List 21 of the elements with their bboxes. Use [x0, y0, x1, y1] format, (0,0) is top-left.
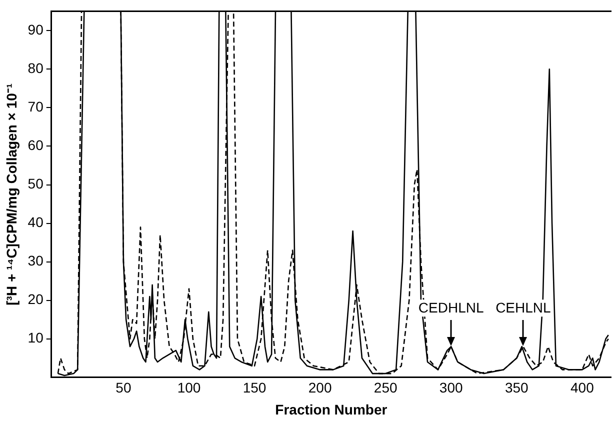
x-axis-title: Fraction Number	[275, 401, 388, 418]
y-tick-label: 90	[28, 22, 44, 38]
x-tick-label: 300	[439, 380, 463, 396]
x-tick-label: 200	[308, 380, 332, 396]
annotation: CEDHLNL	[418, 299, 484, 316]
y-tick-label: 70	[28, 98, 44, 115]
x-tick-label: 100	[177, 380, 201, 396]
x-tick-label: 50	[116, 380, 132, 396]
y-axis-title: [³H + ¹⁴C]CPM/mg Collagen × 10⁻¹	[3, 83, 20, 306]
x-tick-label: 250	[374, 380, 398, 396]
y-tick-label: 60	[28, 137, 44, 154]
y-tick-label: 80	[28, 60, 44, 76]
y-tick-label: 20	[28, 291, 44, 308]
annotation: CEHLNL	[496, 299, 552, 316]
y-tick-label: 40	[28, 214, 44, 230]
y-tick-label: 50	[28, 176, 44, 192]
y-tick-label: 10	[28, 330, 44, 346]
x-tick-label: 350	[504, 380, 529, 396]
x-tick-label: 150	[242, 380, 266, 396]
y-tick-label: 30	[28, 252, 44, 269]
x-tick-label: 400	[570, 380, 594, 396]
